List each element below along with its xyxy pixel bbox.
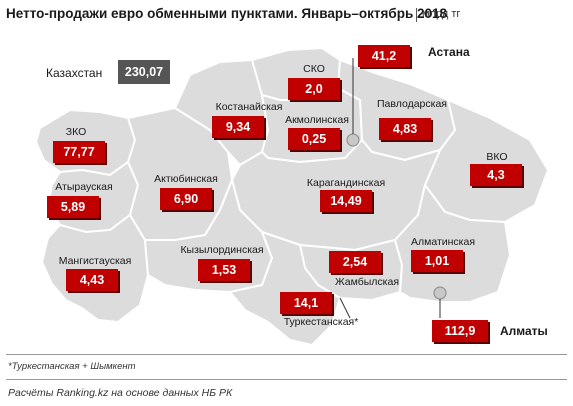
label-almaty: Алматы (500, 324, 548, 338)
value-sko: 2,0 (288, 78, 340, 100)
value-kyzylorda: 1,53 (198, 259, 250, 281)
label-almaty-obl: Алматинская (411, 236, 475, 248)
label-karaganda: Карагандинская (307, 177, 385, 189)
label-sko: СКО (303, 63, 325, 75)
label-turkestan: Туркестанская* (284, 316, 359, 328)
divider-bottom (6, 379, 567, 380)
label-aktobe: Актюбинская (154, 173, 218, 185)
value-zhambyl: 2,54 (329, 251, 381, 273)
value-karaganda: 14,49 (320, 190, 372, 212)
footnote: *Туркестанская + Шымкент (8, 361, 136, 372)
label-pavlodar: Павлодарская (377, 98, 447, 110)
value-almaty: 112,9 (432, 320, 488, 342)
value-zko: 77,77 (53, 141, 105, 163)
total-label: Казахстан (46, 66, 102, 80)
label-atyrau: Атырауская (55, 181, 112, 193)
turkestan-leader (340, 298, 350, 318)
almaty-marker (434, 287, 446, 299)
value-almaty-obl: 1,01 (411, 250, 463, 272)
divider-top (6, 354, 567, 355)
label-vko: ВКО (486, 151, 507, 163)
value-turkestan: 14,1 (280, 292, 332, 314)
label-kostanay: Костанайская (216, 101, 283, 113)
value-aktobe: 6,90 (160, 188, 212, 210)
source-note: Расчёты Ranking.kz на основе данных НБ Р… (8, 387, 232, 399)
label-astana: Астана (428, 45, 470, 59)
label-zko: ЗКО (66, 126, 87, 138)
label-zhambyl: Жамбылская (335, 276, 399, 288)
value-atyrau: 5,89 (47, 196, 99, 218)
label-mangystau: Мангистауская (59, 255, 132, 267)
value-pavlodar: 4,83 (379, 118, 431, 140)
value-astana: 41,2 (358, 45, 410, 67)
total-value: 230,07 (118, 60, 170, 84)
label-kyzylorda: Кызылординская (180, 244, 263, 256)
value-vko: 4,3 (470, 164, 522, 186)
value-mangystau: 4,43 (66, 269, 118, 291)
value-akmola: 0,25 (288, 128, 340, 150)
astana-marker (347, 134, 359, 146)
label-akmola: Акмолинская (285, 114, 349, 126)
value-kostanay: 9,34 (212, 116, 264, 138)
